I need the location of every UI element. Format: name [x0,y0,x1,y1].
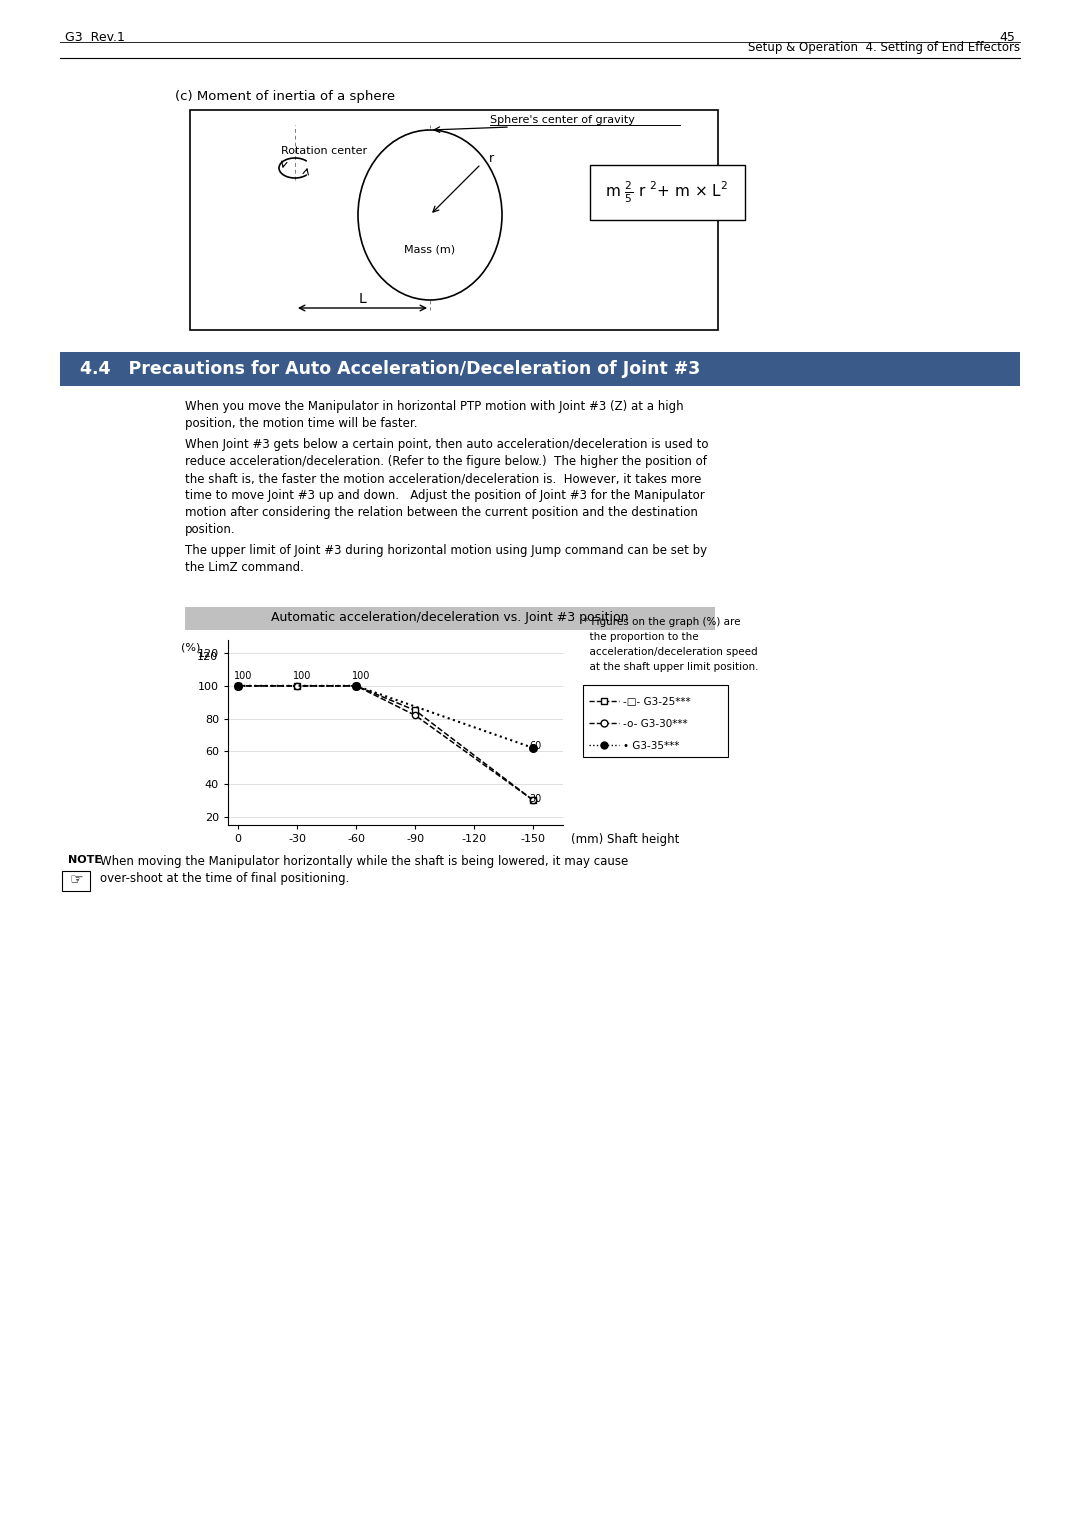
Text: 30: 30 [529,794,542,803]
Text: -□- G3-25***: -□- G3-25*** [623,696,690,707]
Text: * Figures on the graph (%) are: * Figures on the graph (%) are [583,617,741,628]
Text: 100: 100 [234,670,253,681]
Text: • G3-35***: • G3-35*** [623,741,679,751]
Text: When Joint #3 gets below a certain point, then auto acceleration/deceleration is: When Joint #3 gets below a certain point… [185,438,708,450]
Bar [583,686,728,757]
Text: over-shoot at the time of final positioning.: over-shoot at the time of final position… [100,872,349,886]
Text: Setup & Operation  4. Setting of End Effectors: Setup & Operation 4. Setting of End Effe… [747,41,1020,53]
Text: -o- G3-30***: -o- G3-30*** [623,719,688,728]
Text: 4.4   Precautions for Auto Acceleration/Deceleration of Joint #3: 4.4 Precautions for Auto Acceleration/De… [80,360,700,379]
Bar [62,870,90,890]
Text: Sphere's center of gravity: Sphere's center of gravity [490,115,635,125]
Text: time to move Joint #3 up and down.   Adjust the position of Joint #3 for the Man: time to move Joint #3 up and down. Adjus… [185,489,705,502]
Text: Mass (m): Mass (m) [404,244,456,255]
Ellipse shape [357,130,502,299]
Text: position, the motion time will be faster.: position, the motion time will be faster… [185,417,418,431]
Text: When moving the Manipulator horizontally while the shaft is being lowered, it ma: When moving the Manipulator horizontally… [100,855,629,867]
Text: 120: 120 [197,652,218,663]
Text: When you move the Manipulator in horizontal PTP motion with Joint #3 (Z) at a hi: When you move the Manipulator in horizon… [185,400,684,412]
Text: acceleration/deceleration speed: acceleration/deceleration speed [583,647,758,657]
Text: Automatic acceleration/deceleration vs. Joint #3 position: Automatic acceleration/deceleration vs. … [271,611,629,625]
Text: motion after considering the relation between the current position and the desti: motion after considering the relation be… [185,505,698,519]
Text: 60: 60 [529,742,542,751]
Bar [185,608,715,631]
Text: ☞: ☞ [69,872,83,887]
Text: G3  Rev.1: G3 Rev.1 [65,31,125,44]
Text: (mm) Shaft height: (mm) Shaft height [571,834,679,846]
Text: 100: 100 [352,670,370,681]
Bar [590,165,745,220]
Text: 100: 100 [293,670,311,681]
Bar [60,353,1020,386]
Text: NOTE: NOTE [68,855,102,864]
Bar [190,110,718,330]
Text: (c) Moment of inertia of a sphere: (c) Moment of inertia of a sphere [175,90,395,102]
Text: the shaft is, the faster the motion acceleration/deceleration is.  However, it t: the shaft is, the faster the motion acce… [185,472,701,486]
Text: The upper limit of Joint #3 during horizontal motion using Jump command can be s: The upper limit of Joint #3 during horiz… [185,544,707,557]
Text: m $\frac{2}{5}$ r $^{2}$+ m $\times$ L$^{2}$: m $\frac{2}{5}$ r $^{2}$+ m $\times$ L$^… [606,179,729,205]
Text: the proportion to the: the proportion to the [583,632,699,641]
Text: L: L [359,292,366,305]
Text: at the shaft upper limit position.: at the shaft upper limit position. [583,663,758,672]
Text: 45: 45 [999,31,1015,44]
Text: (%): (%) [180,641,200,652]
Text: Rotation center: Rotation center [281,147,367,156]
Text: reduce acceleration/deceleration. (Refer to the figure below.)  The higher the p: reduce acceleration/deceleration. (Refer… [185,455,707,467]
Text: the LimZ command.: the LimZ command. [185,560,303,574]
Text: r: r [489,153,495,165]
Text: position.: position. [185,524,235,536]
